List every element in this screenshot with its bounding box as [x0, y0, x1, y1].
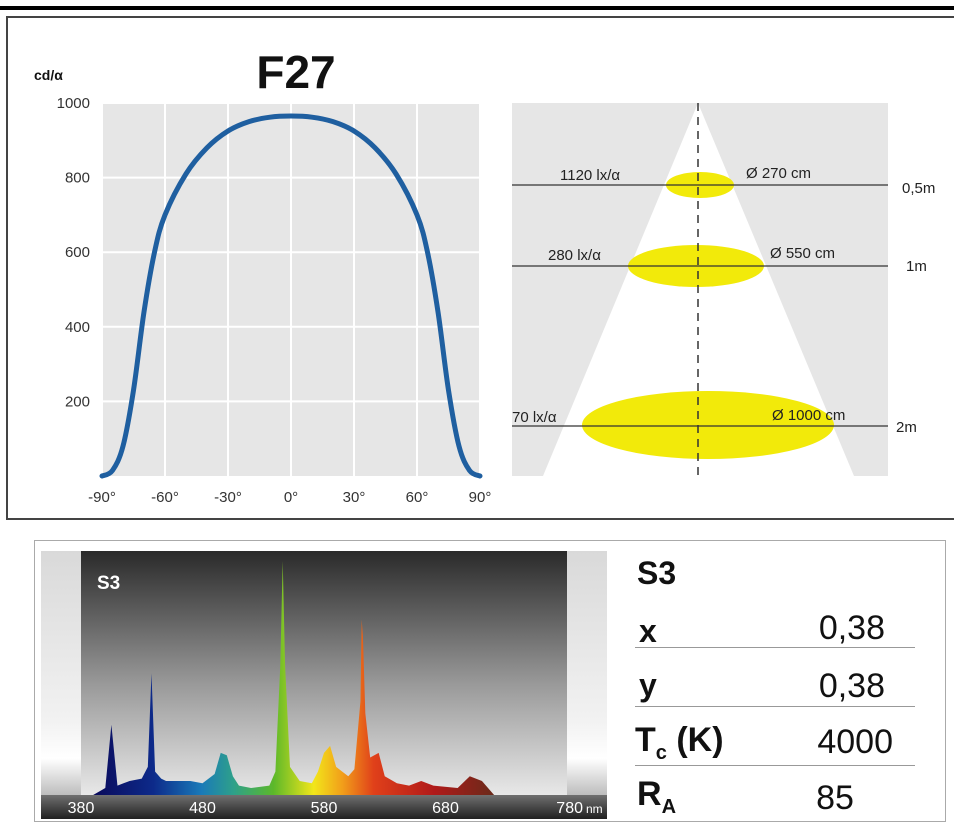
- photometric-panel: F27 cd/α 200 400 600 800 1000 -90° -60° -30° 0°…: [6, 16, 954, 520]
- temperature-symbol: T: [635, 721, 656, 759]
- wavelength-tick-label: 580: [311, 800, 338, 817]
- x-tick-label: 60°: [406, 489, 429, 506]
- rendering-subscript: A: [661, 795, 677, 818]
- wavelength-tick-label: 480: [189, 800, 216, 817]
- wavelength-tick-label: 780: [556, 800, 583, 817]
- spectrum-axis-band: [41, 795, 607, 819]
- x-tick-label: 90°: [469, 489, 492, 506]
- spectrum-title: S3: [97, 573, 120, 594]
- color-rendering-label: RA: [637, 775, 676, 819]
- intensity-curve: [99, 113, 483, 479]
- diameter-label-0-5m: Ø 270 cm: [746, 165, 811, 182]
- x-tick-label: -90°: [88, 489, 116, 506]
- row-divider-3: [635, 765, 915, 766]
- x-tick-label: -60°: [151, 489, 179, 506]
- y-tick-labels: 200 400 600 800 1000: [57, 95, 90, 410]
- distance-label-1m: 1m: [906, 258, 927, 275]
- chromaticity-card: S3 x 0,38 y 0,38 Tc (K) 4000 RA 85: [635, 541, 943, 819]
- spectrum-panel: S3 380 480 580 680 780 nm S3 x 0,38 y 0,38 T…: [34, 540, 946, 822]
- y-tick-label: 600: [65, 244, 90, 261]
- y-coordinate-value: 0,38: [818, 667, 885, 705]
- illuminance-label-2m: 70 lx/α: [512, 409, 557, 426]
- x-coordinate-value: 0,38: [818, 609, 885, 647]
- grid-lines: [101, 102, 481, 476]
- color-rendering-value: 85: [816, 779, 854, 817]
- wavelength-tick-labels: 380 480 580 680 780: [68, 800, 583, 817]
- chart-title: F27: [256, 46, 335, 98]
- row-divider-1: [635, 647, 915, 648]
- x-tick-label: 30°: [343, 489, 366, 506]
- y-tick-label: 200: [65, 393, 90, 410]
- color-temperature-value: 4000: [817, 723, 893, 761]
- distance-label-2m: 2m: [896, 419, 917, 436]
- luminous-intensity-chart: F27 cd/α 200 400 600 800 1000 -90° -60° -30° 0°…: [34, 46, 935, 506]
- beam-spot-2m: [582, 391, 834, 459]
- illuminance-label-1m: 280 lx/α: [548, 247, 601, 264]
- x-tick-label: -30°: [214, 489, 242, 506]
- top-rule: [0, 6, 954, 10]
- x-tick-label: 0°: [284, 489, 298, 506]
- y-tick-label: 1000: [57, 95, 90, 112]
- temperature-subscript: c: [655, 741, 667, 764]
- wavelength-unit: nm: [586, 802, 603, 816]
- y-coordinate-label: y: [639, 667, 657, 703]
- y-tick-label: 800: [65, 170, 90, 187]
- rendering-symbol: R: [637, 775, 662, 813]
- card-title: S3: [637, 555, 677, 591]
- diameter-label-2m: Ø 1000 cm: [772, 407, 845, 424]
- wavelength-tick-label: 380: [68, 800, 95, 817]
- color-temperature-label: Tc (K): [635, 721, 724, 765]
- spectrum-frame-right: [567, 551, 607, 795]
- spectral-distribution-chart: S3 380 480 580 680 780 nm: [41, 551, 607, 819]
- illuminance-label-0-5m: 1120 lx/α: [560, 167, 620, 184]
- diameter-label-1m: Ø 550 cm: [770, 245, 835, 262]
- y-tick-label: 400: [65, 319, 90, 336]
- spectrum-frame-left: [41, 551, 81, 795]
- distance-label-0-5m: 0,5m: [902, 180, 935, 197]
- x-coordinate-label: x: [639, 613, 657, 649]
- y-axis-unit-label: cd/α: [34, 67, 63, 83]
- row-divider-2: [635, 706, 915, 707]
- x-tick-labels: -90° -60° -30° 0° 30° 60° 90°: [88, 489, 491, 506]
- wavelength-tick-label: 680: [432, 800, 459, 817]
- temperature-unit: (K): [666, 721, 724, 759]
